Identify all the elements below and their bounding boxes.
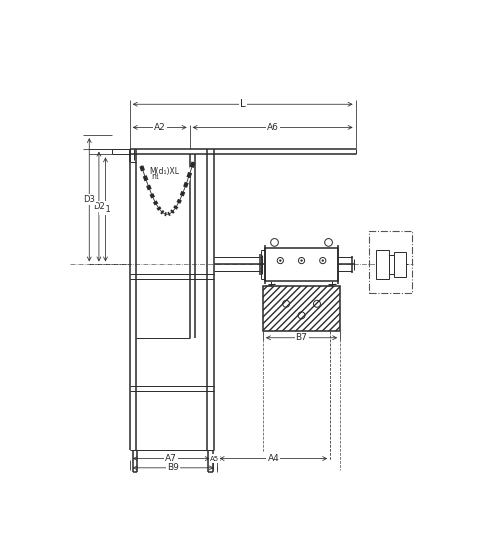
Text: D1: D1 (100, 205, 112, 214)
Bar (394, 252, 406, 277)
Text: A4: A4 (267, 454, 279, 463)
Text: M(d₁)XL: M(d₁)XL (149, 166, 179, 176)
Bar (389, 255, 399, 274)
Text: A6: A6 (266, 123, 278, 132)
Text: L: L (240, 99, 246, 109)
Circle shape (279, 259, 281, 262)
Text: D3: D3 (83, 195, 95, 204)
Text: B7: B7 (296, 333, 307, 342)
Circle shape (322, 259, 324, 262)
Text: D2: D2 (93, 202, 105, 211)
Bar (369, 231, 412, 294)
Bar (375, 250, 389, 279)
Text: A2: A2 (154, 123, 165, 132)
Circle shape (300, 259, 303, 262)
Text: A7: A7 (165, 454, 177, 463)
Text: n₁: n₁ (151, 172, 159, 181)
Bar (265, 248, 338, 281)
Bar (263, 286, 340, 331)
Text: A5: A5 (210, 455, 219, 461)
Text: B9: B9 (167, 463, 179, 472)
